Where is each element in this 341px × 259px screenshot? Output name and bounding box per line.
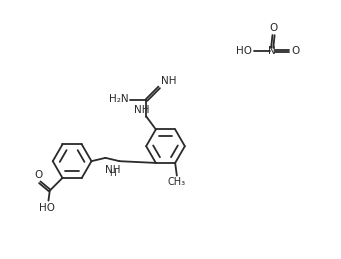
Text: HO: HO: [39, 203, 55, 213]
Text: CH₃: CH₃: [168, 177, 186, 187]
Text: H: H: [109, 169, 116, 178]
Text: H₂N: H₂N: [109, 94, 129, 104]
Text: NH: NH: [161, 76, 177, 86]
Text: NH: NH: [134, 105, 150, 116]
Text: NH: NH: [105, 165, 120, 175]
Text: O: O: [269, 23, 278, 33]
Text: N: N: [268, 46, 276, 56]
Text: O: O: [34, 170, 43, 180]
Text: O: O: [291, 46, 299, 56]
Text: HO: HO: [236, 46, 252, 56]
